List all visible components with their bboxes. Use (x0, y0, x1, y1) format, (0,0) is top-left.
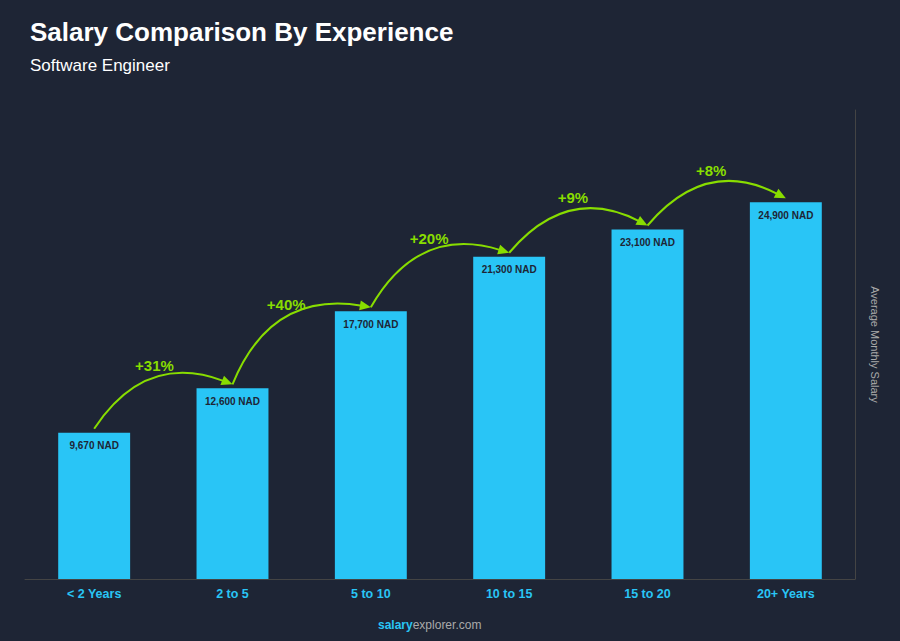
svg-text:12,600 NAD: 12,600 NAD (205, 396, 260, 407)
svg-text:21,300 NAD: 21,300 NAD (482, 264, 537, 275)
svg-text:15 to 20: 15 to 20 (624, 587, 671, 601)
svg-text:Software Engineer: Software Engineer (30, 56, 170, 75)
svg-text:< 2 Years: < 2 Years (67, 587, 121, 601)
svg-text:+40%: +40% (267, 296, 306, 313)
svg-text:24,900 NAD: 24,900 NAD (758, 210, 813, 221)
svg-text:5 to 10: 5 to 10 (351, 587, 391, 601)
svg-text:23,100 NAD: 23,100 NAD (620, 237, 675, 248)
svg-text:salary: salary (378, 618, 413, 632)
svg-text:2 to 5: 2 to 5 (216, 587, 249, 601)
svg-text:+9%: +9% (558, 189, 588, 206)
svg-text:+31%: +31% (135, 357, 174, 374)
svg-text:17,700 NAD: 17,700 NAD (343, 319, 398, 330)
svg-text:+8%: +8% (696, 162, 726, 179)
svg-text:10 to 15: 10 to 15 (486, 587, 533, 601)
svg-text:Average Monthly Salary: Average Monthly Salary (869, 286, 881, 403)
svg-text:+20%: +20% (410, 230, 449, 247)
svg-text:9,670 NAD: 9,670 NAD (69, 440, 118, 451)
svg-text:explorer.com: explorer.com (413, 618, 482, 632)
svg-text:Salary Comparison By Experienc: Salary Comparison By Experience (30, 17, 453, 47)
svg-text:20+ Years: 20+ Years (757, 587, 815, 601)
